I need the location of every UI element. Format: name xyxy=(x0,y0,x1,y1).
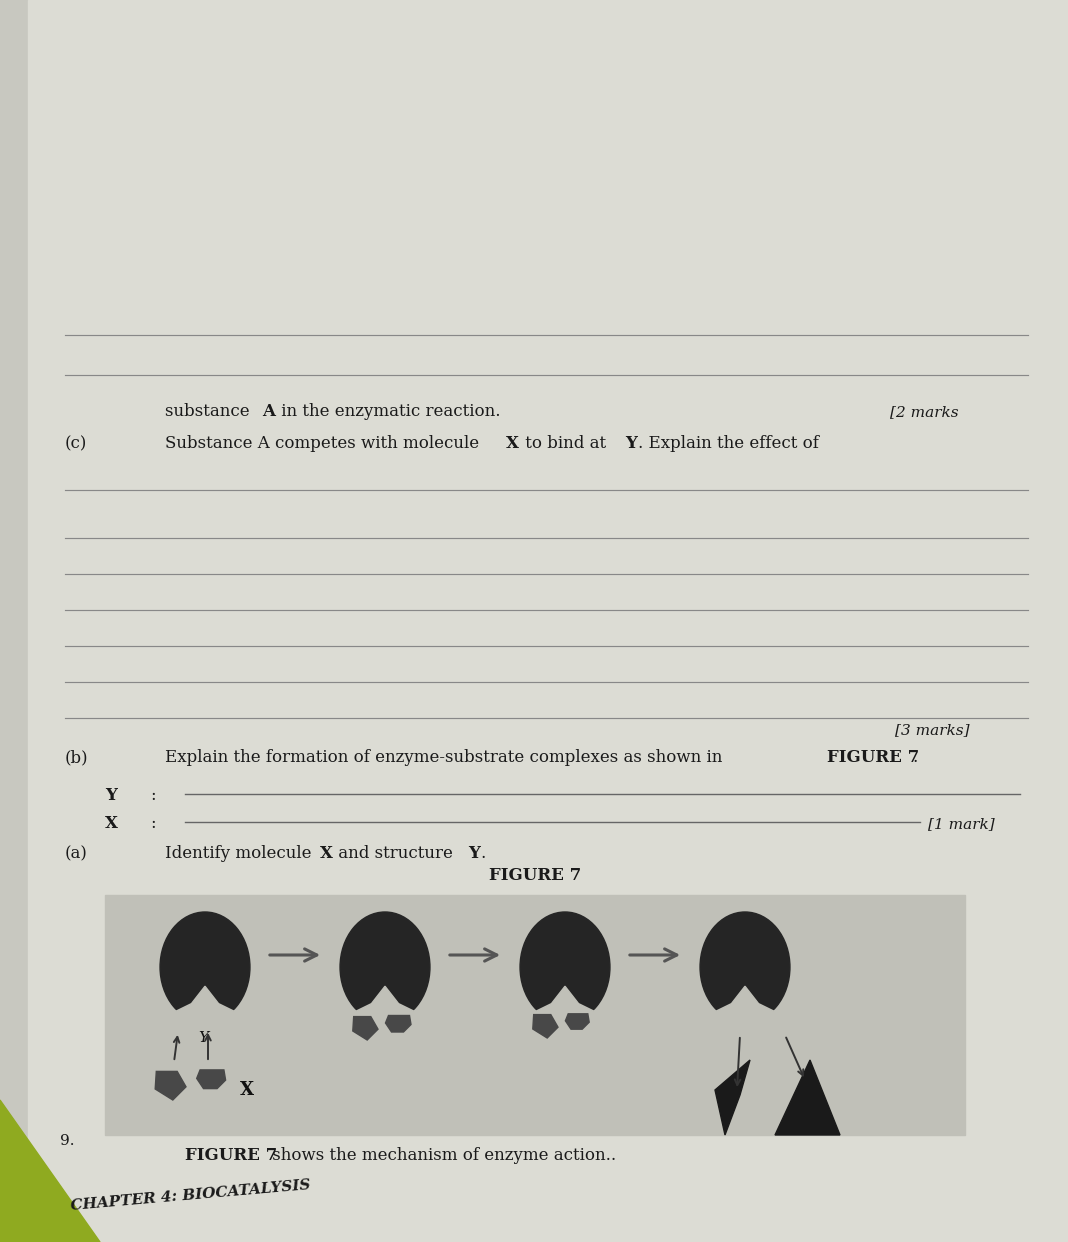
Ellipse shape xyxy=(160,912,250,1022)
Bar xyxy=(105,895,965,1135)
Polygon shape xyxy=(155,1072,186,1100)
Text: to bind at: to bind at xyxy=(520,435,611,452)
Polygon shape xyxy=(0,1100,100,1242)
Polygon shape xyxy=(386,1016,411,1032)
Text: X: X xyxy=(506,435,519,452)
Text: X: X xyxy=(105,815,117,832)
Ellipse shape xyxy=(340,912,430,1022)
Polygon shape xyxy=(175,986,235,1025)
Text: Y: Y xyxy=(468,845,480,862)
Polygon shape xyxy=(565,1013,590,1030)
Text: FIGURE 7: FIGURE 7 xyxy=(489,867,581,884)
Text: (a): (a) xyxy=(65,845,88,862)
Text: :: : xyxy=(150,787,156,804)
Polygon shape xyxy=(533,1015,557,1038)
Text: [1 mark]: [1 mark] xyxy=(928,817,994,831)
Polygon shape xyxy=(197,1069,225,1088)
Text: (b): (b) xyxy=(65,749,89,766)
Text: (c): (c) xyxy=(65,435,88,452)
Polygon shape xyxy=(355,986,415,1025)
Text: Y: Y xyxy=(625,435,637,452)
Text: Y: Y xyxy=(105,787,116,804)
Polygon shape xyxy=(775,1059,841,1135)
Text: shows the mechanism of enzyme action..: shows the mechanism of enzyme action.. xyxy=(267,1148,616,1164)
Text: Explain the formation of enzyme-substrate complexes as shown in: Explain the formation of enzyme-substrat… xyxy=(164,749,727,766)
Text: Identify molecule: Identify molecule xyxy=(164,845,317,862)
Text: 9.: 9. xyxy=(60,1134,75,1148)
Text: .: . xyxy=(480,845,485,862)
Text: :: : xyxy=(150,815,156,832)
Text: FIGURE 7: FIGURE 7 xyxy=(827,749,920,766)
Text: [3 marks]: [3 marks] xyxy=(895,723,970,737)
Polygon shape xyxy=(714,986,775,1025)
Text: substance: substance xyxy=(164,402,255,420)
Text: CHAPTER 4: BIOCATALYSIS: CHAPTER 4: BIOCATALYSIS xyxy=(70,1179,311,1213)
Ellipse shape xyxy=(520,912,610,1022)
Text: in the enzymatic reaction.: in the enzymatic reaction. xyxy=(276,402,501,420)
Text: FIGURE 7: FIGURE 7 xyxy=(185,1148,278,1164)
Text: Substance A competes with molecule: Substance A competes with molecule xyxy=(164,435,485,452)
Ellipse shape xyxy=(700,912,790,1022)
Text: [2 marks: [2 marks xyxy=(890,405,959,419)
Polygon shape xyxy=(352,1017,378,1040)
Text: A: A xyxy=(262,402,274,420)
Text: X: X xyxy=(240,1081,254,1099)
Polygon shape xyxy=(535,986,595,1025)
Text: .: . xyxy=(912,749,917,766)
Text: . Explain the effect of: . Explain the effect of xyxy=(638,435,819,452)
Text: X: X xyxy=(320,845,333,862)
Text: Y: Y xyxy=(198,1031,208,1045)
Polygon shape xyxy=(714,1059,750,1135)
Text: and structure: and structure xyxy=(333,845,458,862)
